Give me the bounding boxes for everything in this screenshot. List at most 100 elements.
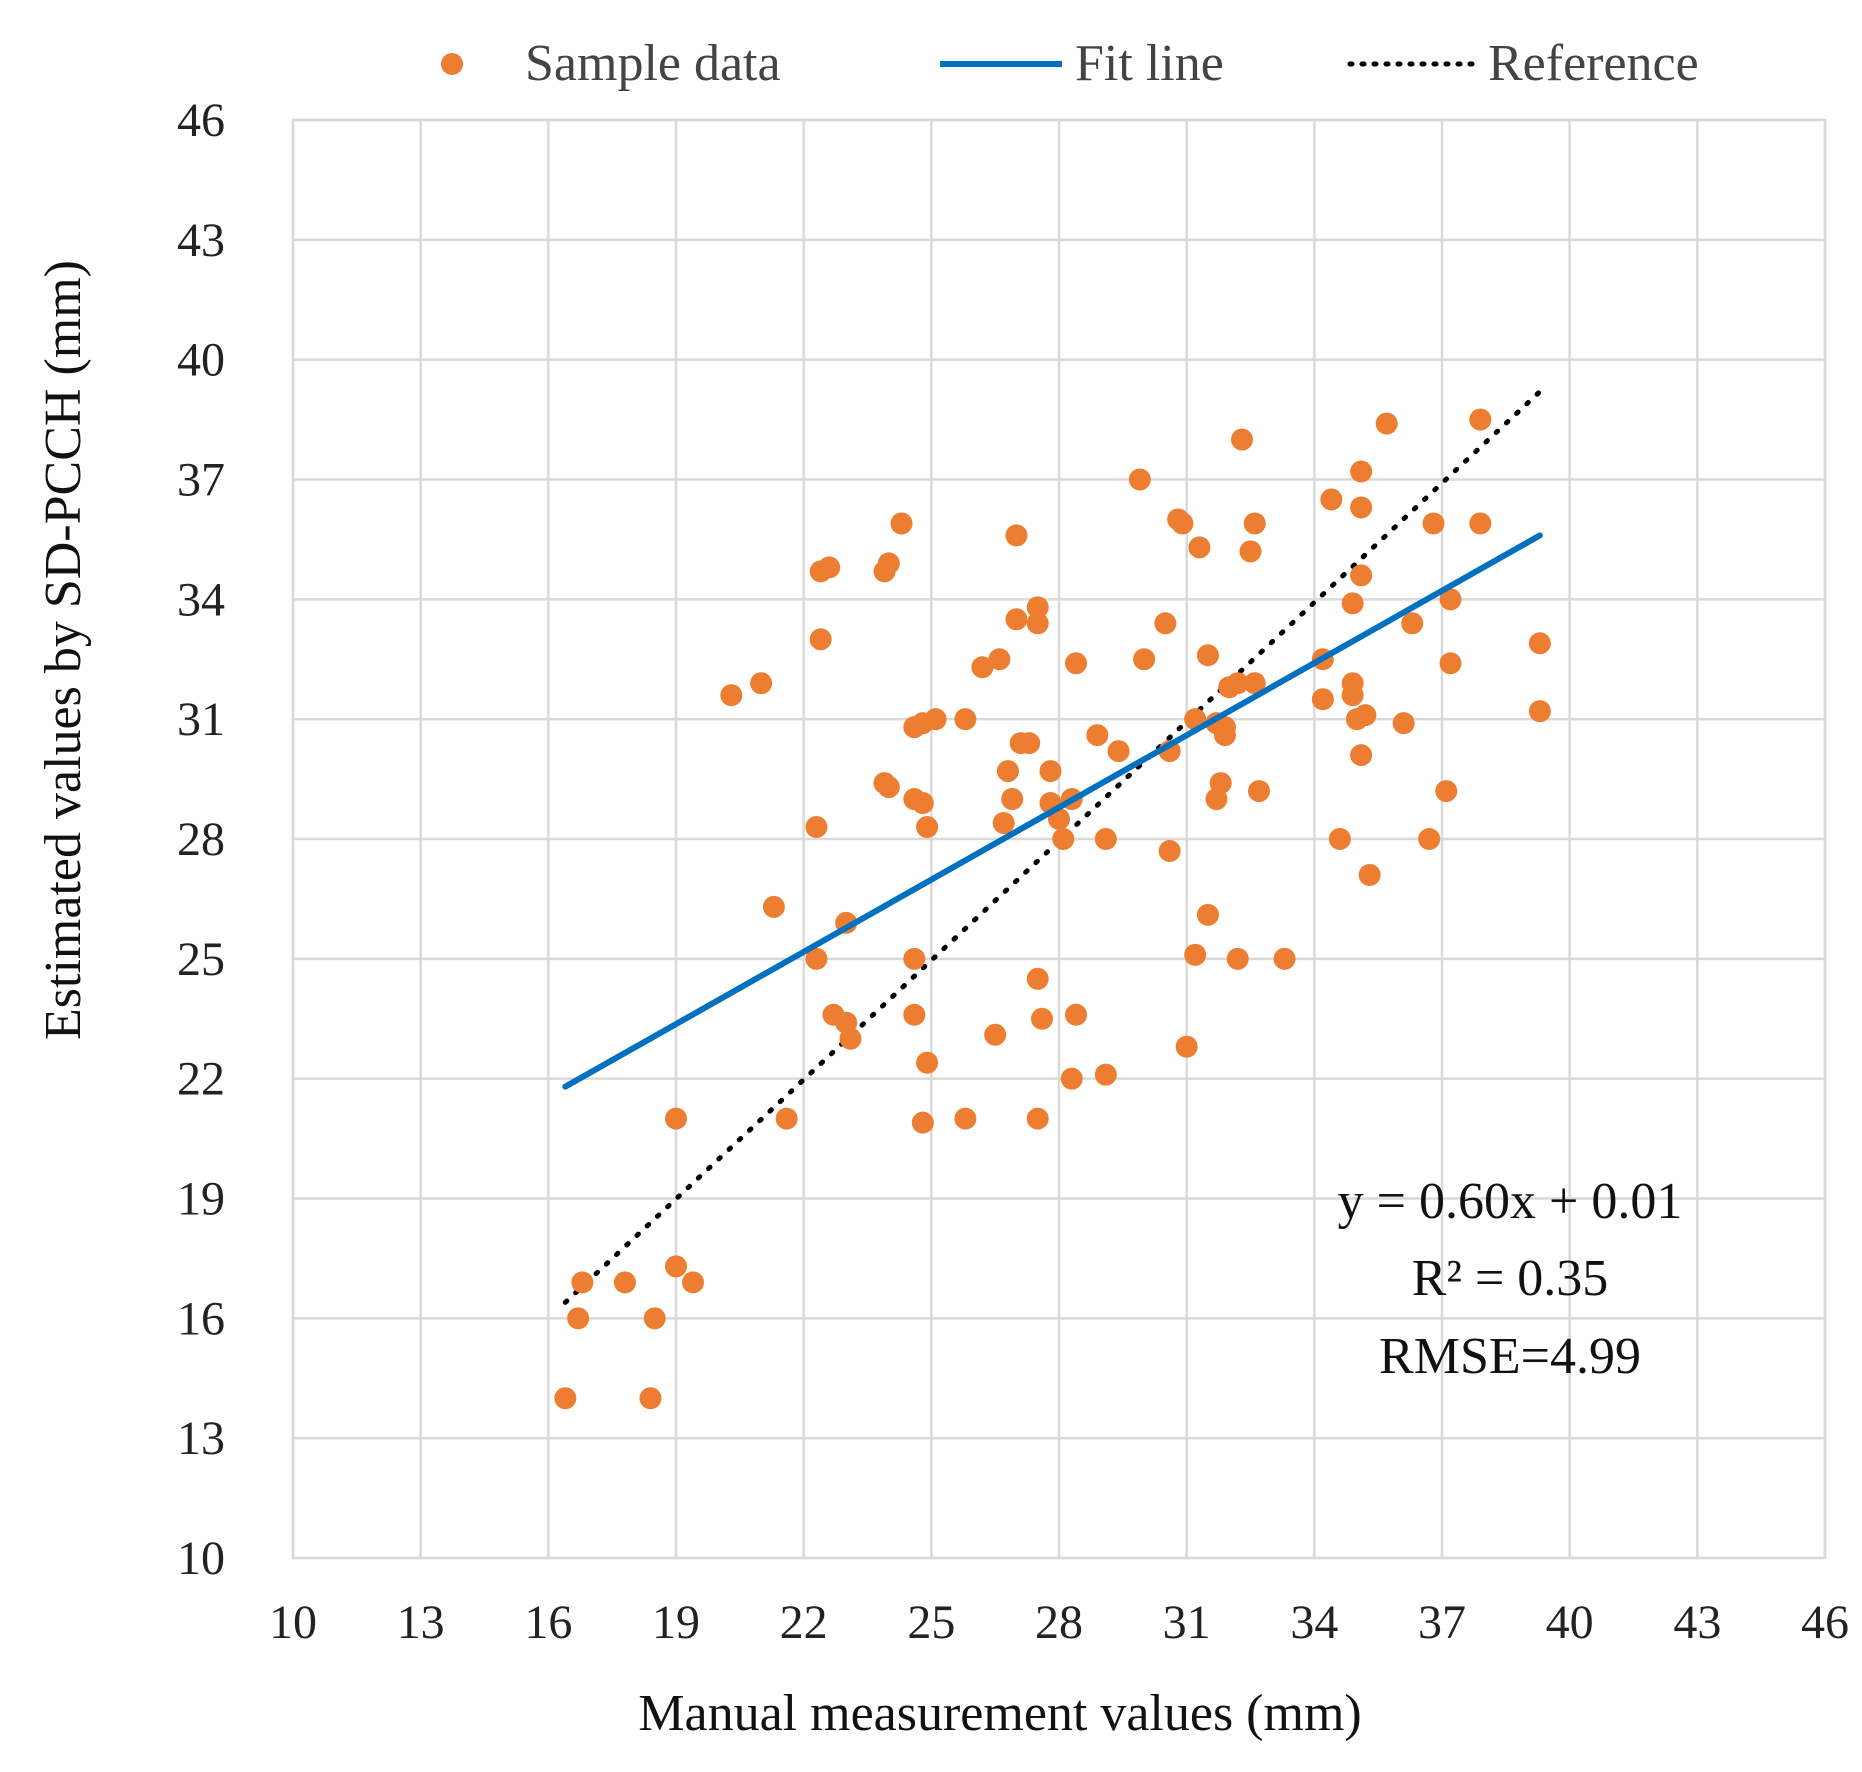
- sample-data-point: [1094, 828, 1117, 850]
- sample-data-point: [903, 947, 926, 970]
- y-tick-label: 10: [177, 1532, 225, 1585]
- sample-data-point: [1469, 408, 1492, 431]
- sample-data-point: [1243, 512, 1266, 535]
- sample-data-point: [1026, 612, 1049, 635]
- sample-data-point: [567, 1307, 590, 1330]
- sample-data-point: [1039, 760, 1062, 783]
- sample-data-point: [1528, 632, 1551, 655]
- sample-data-point: [1341, 592, 1364, 615]
- sample-data-point: [911, 1111, 934, 1134]
- sample-data-point: [1239, 540, 1262, 563]
- equation-annotation: y = 0.60x + 0.01: [1338, 1173, 1683, 1230]
- sample-data-point: [1226, 947, 1249, 970]
- sample-data-point: [1375, 412, 1398, 435]
- y-tick-label: 13: [177, 1412, 225, 1465]
- sample-data-point: [954, 708, 977, 731]
- sample-data-point: [1341, 684, 1364, 707]
- x-axis-title: Manual measurement values (mm): [638, 1685, 1361, 1742]
- sample-data-point: [818, 556, 841, 579]
- sample-data-point: [1354, 704, 1377, 727]
- sample-data-point: [916, 816, 939, 839]
- sample-data-point: [1026, 1107, 1049, 1130]
- sample-data-point: [984, 1023, 1007, 1046]
- sample-data-point: [1052, 828, 1075, 850]
- sample-data-point: [643, 1307, 666, 1330]
- sample-data-point: [1196, 903, 1219, 926]
- sample-data-point: [1171, 512, 1194, 535]
- sample-data-point: [971, 656, 994, 679]
- r-squared-annotation: R² = 0.35: [1412, 1250, 1609, 1307]
- sample-data-point: [1094, 1063, 1117, 1086]
- x-tick-label: 22: [780, 1596, 828, 1649]
- sample-data-point: [762, 895, 785, 918]
- y-axis-title: Estimated values by SD-PCCH (mm): [35, 260, 92, 1040]
- sample-data-point: [1273, 947, 1296, 970]
- sample-data-point: [1026, 596, 1049, 619]
- y-tick-label: 22: [177, 1053, 225, 1106]
- sample-data-point: [665, 1107, 687, 1130]
- sample-data-point: [1005, 524, 1028, 547]
- sample-data-point: [665, 1255, 687, 1278]
- sample-data-point: [1350, 460, 1373, 483]
- sample-data-point: [639, 1387, 662, 1410]
- sample-data-point: [1328, 828, 1351, 850]
- sample-data-point: [1001, 788, 1024, 811]
- sample-data-point: [1188, 536, 1211, 559]
- legend-fit-label: Fit line: [1075, 35, 1224, 92]
- sample-data-point: [1209, 772, 1232, 795]
- y-tick-label: 25: [177, 933, 225, 986]
- sample-data-point: [1158, 839, 1181, 862]
- sample-data-point: [1030, 1007, 1053, 1030]
- sample-data-point: [1469, 512, 1492, 535]
- sample-data-point: [805, 816, 828, 839]
- y-tick-label: 46: [177, 94, 225, 147]
- plot-area-frame: [291, 118, 1827, 1560]
- x-tick-label: 40: [1546, 1596, 1594, 1649]
- sample-data-point: [924, 708, 947, 731]
- legend-reference-label: Reference: [1488, 35, 1699, 92]
- sample-data-point: [1128, 468, 1151, 491]
- sample-data-point: [1065, 652, 1088, 675]
- x-tick-label: 34: [1290, 1596, 1338, 1649]
- reference-line: [562, 389, 1543, 1305]
- sample-data-point: [1184, 943, 1207, 966]
- x-tick-label: 37: [1418, 1596, 1466, 1649]
- x-tick-label: 31: [1163, 1596, 1211, 1649]
- sample-data-point: [1060, 1067, 1083, 1090]
- series: [554, 389, 1551, 1410]
- sample-data-point: [1350, 496, 1373, 519]
- sample-data-point: [1311, 688, 1334, 711]
- sample-data-point: [1026, 967, 1049, 990]
- sample-data-point: [1401, 612, 1424, 635]
- sample-data-point: [1005, 608, 1028, 631]
- sample-data-point: [1435, 780, 1458, 803]
- legend-sample-marker: [441, 53, 463, 75]
- fit-line: [562, 532, 1543, 1090]
- sample-data-point: [1213, 716, 1236, 739]
- sample-data-point: [682, 1271, 705, 1294]
- sample-data-point: [1248, 780, 1271, 803]
- x-tick-label: 16: [524, 1596, 572, 1649]
- sample-data-point: [839, 1027, 862, 1050]
- sample-data-point: [890, 512, 913, 535]
- x-tick-label: 43: [1673, 1596, 1721, 1649]
- sample-data-point: [992, 812, 1015, 835]
- x-tick-label: 19: [652, 1596, 700, 1649]
- sample-data-point: [1107, 740, 1130, 763]
- sample-data-point: [954, 1107, 977, 1130]
- sample-data-point: [1230, 428, 1253, 451]
- y-tick-label: 40: [177, 334, 225, 387]
- sample-data-point: [1018, 732, 1041, 755]
- legend: Sample data Fit line Reference: [441, 35, 1699, 92]
- sample-data-point: [1226, 672, 1249, 695]
- sample-data-point: [809, 628, 832, 651]
- sample-data-point: [1175, 1035, 1198, 1058]
- y-tick-label: 28: [177, 813, 225, 866]
- sample-data-point: [720, 684, 743, 707]
- x-tick-label: 13: [397, 1596, 445, 1649]
- y-tick-label: 34: [177, 573, 225, 626]
- sample-data-point: [1133, 648, 1156, 671]
- sample-data-point: [988, 648, 1011, 671]
- sample-data-point: [613, 1271, 636, 1294]
